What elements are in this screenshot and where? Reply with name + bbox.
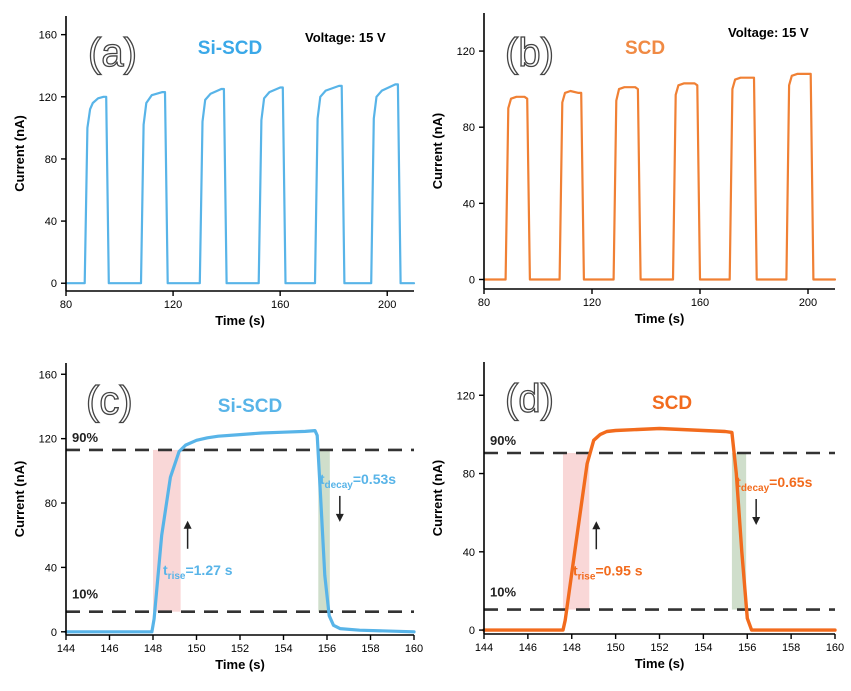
- series-line-0: [482, 426, 837, 632]
- series-line-0: [64, 429, 416, 634]
- x-tick-label: 144: [57, 643, 75, 655]
- y-tick-label: 40: [463, 198, 475, 210]
- y-tick-label: 40: [45, 562, 57, 574]
- sample-label: SCD: [652, 393, 692, 414]
- series-line-0: [64, 83, 416, 285]
- x-tick-label: 160: [271, 299, 289, 311]
- x-tick-label: 160: [691, 297, 709, 309]
- y-tick-label: 0: [469, 274, 475, 286]
- y-tick-label: 80: [463, 469, 475, 481]
- y-tick-label: 80: [463, 122, 475, 134]
- panel-label: (d): [505, 377, 554, 421]
- y-axis-title: Current (nA): [430, 460, 445, 537]
- y-tick-label: 0: [51, 278, 57, 290]
- panel-label: (a): [88, 31, 137, 75]
- x-tick-label: 158: [782, 642, 800, 654]
- threshold-90-label: 90%: [490, 433, 516, 448]
- x-tick-label: 156: [738, 642, 756, 654]
- x-tick-label: 156: [318, 643, 336, 655]
- x-tick-label: 200: [799, 297, 817, 309]
- y-tick-label: 120: [457, 390, 475, 402]
- y-axis-title: Current (nA): [430, 113, 445, 190]
- x-tick-label: 120: [164, 299, 182, 311]
- x-tick-label: 152: [231, 643, 249, 655]
- threshold-10-label: 10%: [72, 587, 98, 602]
- y-tick-label: 40: [45, 216, 57, 228]
- rise-time-label: trise=0.95 s: [573, 562, 643, 582]
- x-tick-label: 152: [650, 642, 668, 654]
- threshold-10-label: 10%: [490, 585, 516, 600]
- x-tick-label: 158: [361, 643, 379, 655]
- down-arrow-icon: [335, 513, 344, 522]
- x-tick-label: 148: [563, 642, 581, 654]
- y-tick-label: 160: [39, 30, 57, 42]
- x-tick-label: 120: [583, 297, 601, 309]
- y-tick-label: 0: [469, 625, 475, 637]
- x-axis-title: Time (s): [215, 313, 265, 328]
- y-tick-label: 120: [39, 434, 57, 446]
- threshold-90-label: 90%: [72, 430, 98, 445]
- sample-label: SCD: [625, 38, 665, 59]
- x-tick-label: 144: [475, 642, 493, 654]
- x-tick-label: 80: [60, 299, 72, 311]
- series-line-0: [482, 72, 837, 281]
- panel-c: 90% 10% 144 146 148 150 152 154 156 158 160 0 40 80 12…: [12, 363, 423, 672]
- x-tick-label: 160: [405, 643, 423, 655]
- decay-time-label: tdecay=0.53s: [320, 471, 396, 491]
- y-tick-label: 80: [45, 498, 57, 510]
- x-tick-label: 160: [826, 642, 844, 654]
- x-axis-title: Time (s): [635, 656, 685, 671]
- x-tick-label: 146: [100, 643, 118, 655]
- x-tick-label: 148: [144, 643, 162, 655]
- up-arrow-icon: [592, 521, 601, 530]
- voltage-note: Voltage: 15 V: [728, 25, 809, 40]
- x-axis-title: Time (s): [215, 657, 265, 672]
- panel-label: (b): [505, 31, 554, 75]
- x-tick-label: 150: [187, 643, 205, 655]
- x-axis-title: Time (s): [635, 311, 685, 326]
- y-axis-title: Current (nA): [12, 115, 27, 192]
- x-tick-label: 200: [378, 299, 396, 311]
- y-tick-label: 120: [39, 92, 57, 104]
- down-arrow-icon: [752, 516, 761, 525]
- panel-label: (c): [86, 379, 133, 423]
- panel-a: 80 120 160 200 0 40 80 120 160 Time (s) Current (n…: [12, 16, 416, 328]
- rise-time-label: trise=1.27 s: [163, 562, 233, 582]
- sample-label: Si-SCD: [218, 396, 282, 417]
- x-tick-label: 146: [519, 642, 537, 654]
- y-tick-label: 120: [457, 46, 475, 58]
- panel-d: 90% 10% 144 146 148 150 152 154 156 158 160 0 40 80 12…: [430, 362, 844, 671]
- y-tick-label: 0: [51, 627, 57, 639]
- sample-label: Si-SCD: [198, 38, 262, 59]
- x-tick-label: 154: [274, 643, 292, 655]
- panel-b: 80 120 160 200 0 40 80 120 Time (s) Current (nA) (…: [430, 13, 837, 326]
- x-tick-label: 154: [694, 642, 712, 654]
- y-tick-label: 40: [463, 547, 475, 559]
- y-tick-label: 160: [39, 369, 57, 381]
- decay-region: [318, 449, 330, 612]
- x-tick-label: 80: [478, 297, 490, 309]
- y-tick-label: 80: [45, 154, 57, 166]
- x-tick-label: 150: [606, 642, 624, 654]
- y-axis-title: Current (nA): [12, 461, 27, 538]
- decay-time-label: tdecay=0.65s: [736, 474, 812, 494]
- voltage-note: Voltage: 15 V: [305, 30, 386, 45]
- up-arrow-icon: [183, 520, 192, 529]
